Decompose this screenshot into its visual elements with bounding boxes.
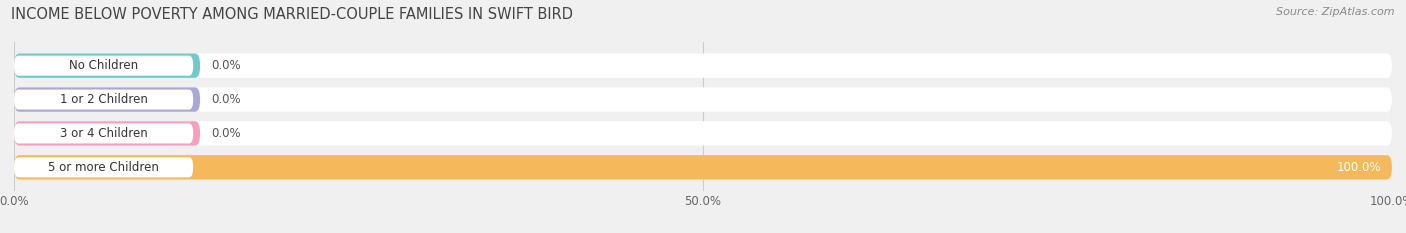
FancyBboxPatch shape <box>14 157 193 177</box>
FancyBboxPatch shape <box>14 155 1392 180</box>
FancyBboxPatch shape <box>14 123 193 144</box>
Text: 3 or 4 Children: 3 or 4 Children <box>59 127 148 140</box>
Text: No Children: No Children <box>69 59 138 72</box>
FancyBboxPatch shape <box>14 121 1392 146</box>
Text: 0.0%: 0.0% <box>211 93 240 106</box>
Text: 5 or more Children: 5 or more Children <box>48 161 159 174</box>
FancyBboxPatch shape <box>14 87 1392 112</box>
Text: 0.0%: 0.0% <box>211 59 240 72</box>
Text: INCOME BELOW POVERTY AMONG MARRIED-COUPLE FAMILIES IN SWIFT BIRD: INCOME BELOW POVERTY AMONG MARRIED-COUPL… <box>11 7 574 22</box>
FancyBboxPatch shape <box>14 53 1392 78</box>
Text: 1 or 2 Children: 1 or 2 Children <box>59 93 148 106</box>
Text: 0.0%: 0.0% <box>211 127 240 140</box>
FancyBboxPatch shape <box>14 89 193 110</box>
Text: Source: ZipAtlas.com: Source: ZipAtlas.com <box>1277 7 1395 17</box>
FancyBboxPatch shape <box>14 87 200 112</box>
Text: 100.0%: 100.0% <box>1337 161 1381 174</box>
FancyBboxPatch shape <box>14 121 200 146</box>
FancyBboxPatch shape <box>14 56 193 76</box>
FancyBboxPatch shape <box>14 155 1392 180</box>
FancyBboxPatch shape <box>14 53 200 78</box>
